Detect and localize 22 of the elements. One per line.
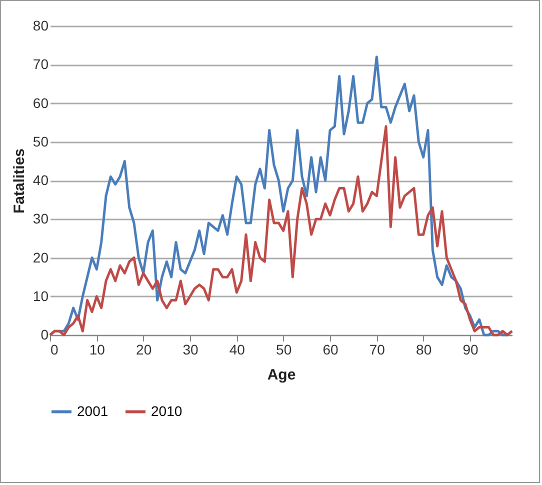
y-axis-title: Fatalities [10,148,28,214]
x-tick-label: 20 [136,342,152,358]
y-tick-label: 20 [32,249,49,266]
x-tick-label: 80 [416,342,432,358]
y-tick-label: 30 [32,210,49,227]
x-tick-label: 60 [322,342,338,358]
y-tick-label: 0 [40,326,49,342]
x-tick-label: 40 [229,342,246,358]
x-tick-label: 30 [182,342,198,358]
legend-label: 2001 [77,402,108,419]
y-tick-label: 10 [32,288,49,304]
y-tick-label: 40 [32,172,49,188]
y-tick-label: 50 [32,133,49,150]
x-tick-label: 90 [462,342,478,358]
x-tick-label: 50 [276,342,292,358]
legend-label: 2010 [151,402,182,419]
y-tick-label: 80 [32,18,49,34]
x-tick-label: 70 [369,342,386,358]
y-tick-label: 70 [32,56,49,72]
x-axis-title: Age [267,366,296,384]
y-tick-label: 60 [32,94,49,111]
x-tick-label: 10 [89,342,106,358]
